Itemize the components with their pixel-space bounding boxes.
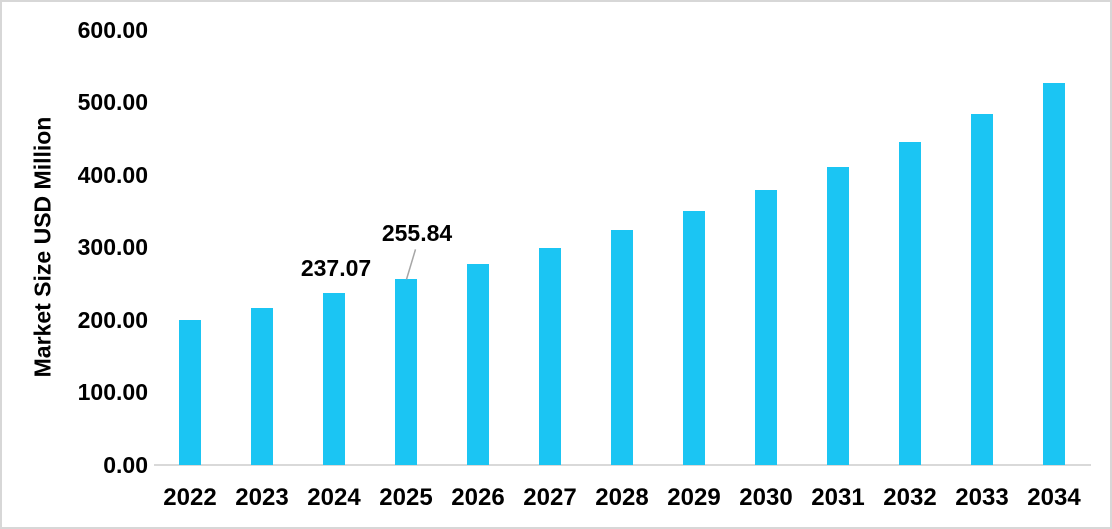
x-tick-label: 2022 <box>163 484 217 511</box>
y-tick-label: 600.00 <box>77 16 148 43</box>
x-tick-label: 2030 <box>739 484 793 511</box>
data-label-2025: 255.84 <box>381 220 453 247</box>
bar-2028 <box>611 229 633 465</box>
x-tick-label: 2034 <box>1027 484 1081 511</box>
x-tick-label: 2032 <box>883 484 937 511</box>
x-tick-label: 2027 <box>523 484 577 511</box>
y-tick-label: 100.00 <box>77 379 148 406</box>
bar-2027 <box>539 247 561 465</box>
x-tick-label: 2023 <box>235 484 289 511</box>
y-tick-label: 0.00 <box>103 452 148 478</box>
bar-2022 <box>179 319 201 465</box>
x-tick-label: 2028 <box>595 484 649 511</box>
x-tick-label: 2026 <box>451 484 505 511</box>
bar-2031 <box>827 166 849 465</box>
x-tick-label: 2024 <box>307 484 361 511</box>
y-tick-label: 300.00 <box>77 234 148 261</box>
bar-2033 <box>971 113 993 465</box>
data-label-2024: 237.07 <box>300 255 372 281</box>
bar-2024 <box>323 293 345 465</box>
bar-2034 <box>1043 83 1065 465</box>
bar-2025 <box>395 279 417 465</box>
y-tick-label: 400.00 <box>77 161 148 188</box>
bar-2026 <box>467 264 489 465</box>
x-tick-label: 2029 <box>667 484 721 511</box>
x-tick-label: 2031 <box>811 484 865 511</box>
x-axis-line <box>154 464 1091 466</box>
y-tick-label: 200.00 <box>77 306 148 333</box>
bar-2030 <box>755 190 777 465</box>
x-tick-label: 2025 <box>379 484 433 511</box>
y-tick-label: 500.00 <box>77 89 148 116</box>
leader-line <box>405 249 417 280</box>
bar-2023 <box>251 307 273 465</box>
bar-2029 <box>683 211 705 465</box>
x-tick-label: 2033 <box>955 484 1009 511</box>
bar-2032 <box>899 141 921 465</box>
